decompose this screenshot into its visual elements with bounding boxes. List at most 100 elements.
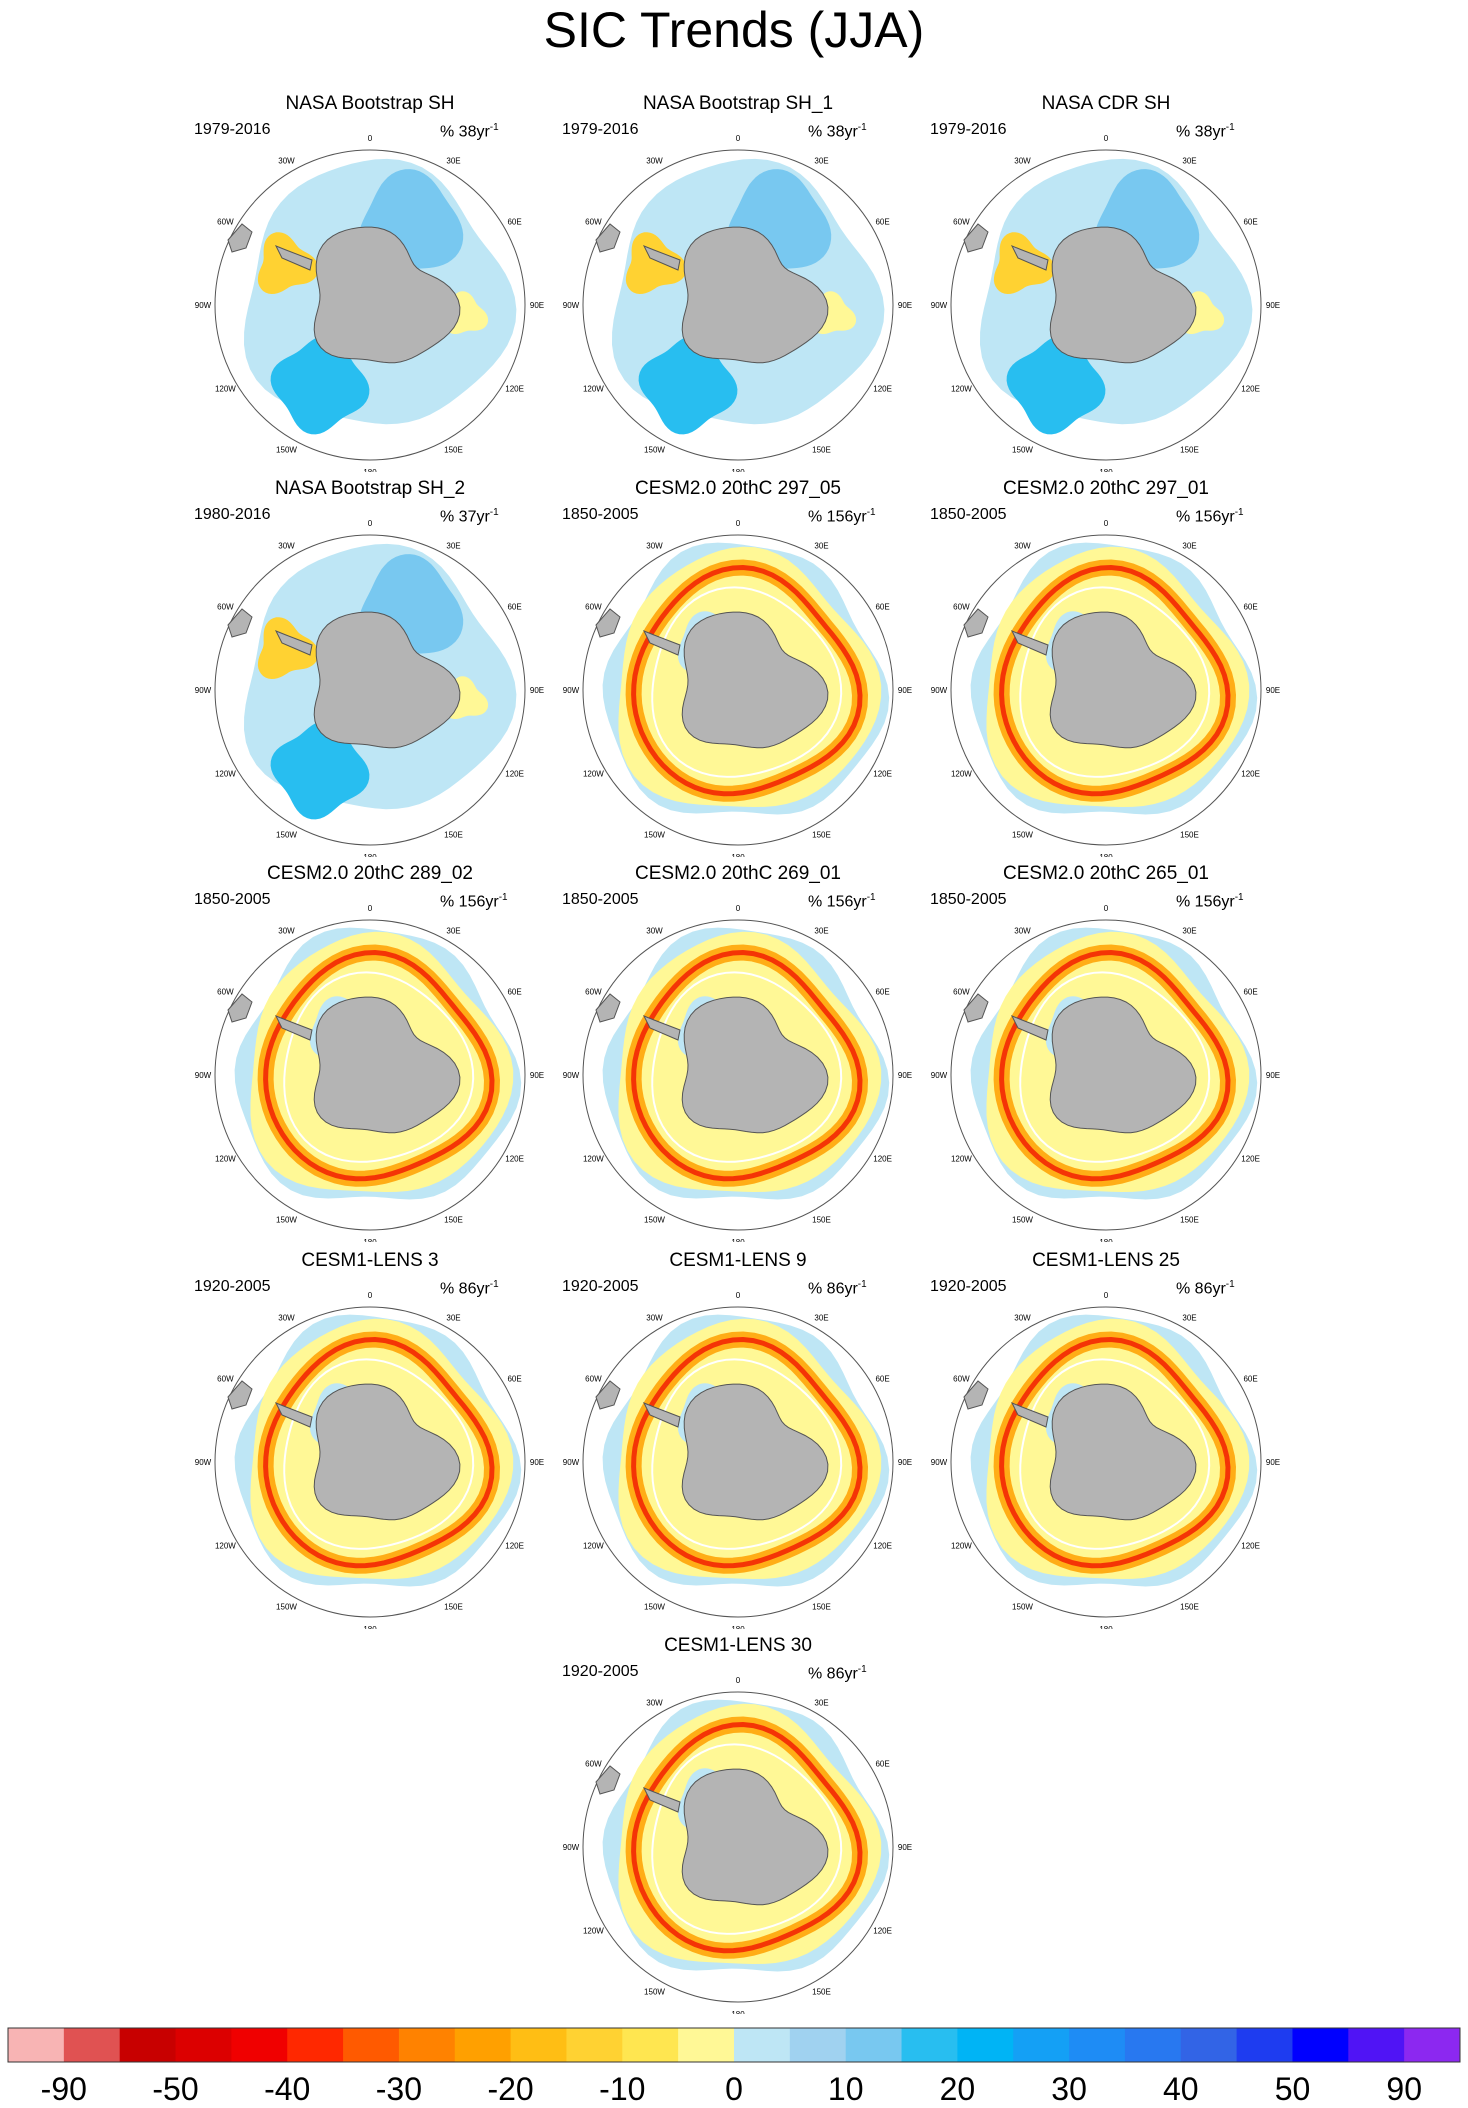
- antarctic-peninsula: [642, 630, 681, 656]
- panel-units-text: % 38yr: [808, 123, 858, 141]
- longitude-label: 30W: [278, 541, 295, 550]
- south-america-tip: [963, 1380, 989, 1410]
- polar-map: 0 30E 60E 90E 120E 150E 180 150W 120W 90W 60W 30W: [563, 1676, 912, 2014]
- longitude-label: 150W: [1012, 831, 1033, 840]
- longitude-label: 90E: [530, 1071, 544, 1080]
- colorbar-swatch: [1292, 2028, 1349, 2062]
- panel-units: % 38yr-1: [440, 118, 499, 142]
- longitude-label: 30W: [646, 1698, 663, 1707]
- antarctic-peninsula: [1010, 245, 1049, 271]
- longitude-label: 120E: [873, 385, 892, 394]
- longitude-label: 90E: [530, 301, 544, 310]
- longitude-label: 60W: [217, 218, 234, 227]
- panel-title: NASA CDR SH: [1041, 93, 1171, 114]
- longitude-label: 150W: [1012, 446, 1033, 455]
- longitude-label: 60E: [507, 1375, 521, 1384]
- longitude-label: 90W: [931, 301, 948, 310]
- longitude-label: 90W: [931, 686, 948, 695]
- panel-period: 1979-2016: [562, 121, 639, 138]
- panel-units-exponent: -1: [1234, 892, 1244, 903]
- colorbar-swatch: [789, 2028, 847, 2062]
- longitude-label: 120W: [951, 1542, 972, 1551]
- panel-units: % 86yr-1: [1176, 1275, 1235, 1299]
- map-panel: 0 30E 60E 90E 120E 150E 180 150W 120W 90W 60W 30W NA…: [190, 92, 550, 472]
- colorbar-tick-label: -20: [487, 2071, 533, 2107]
- longitude-label: 0: [1104, 1291, 1109, 1300]
- longitude-label: 30E: [814, 541, 828, 550]
- panel-units: % 156yr-1: [1176, 888, 1244, 912]
- south-america-tip: [595, 223, 621, 253]
- longitude-label: 30E: [1182, 1313, 1196, 1322]
- longitude-label: 60E: [875, 603, 889, 612]
- sic-trend-ring-strong: [263, 1336, 495, 1569]
- polar-map: 0 30E 60E 90E 120E 150E 180 150W 120W 90W 60W 30W: [563, 519, 912, 857]
- longitude-label: 150W: [276, 1216, 297, 1225]
- longitude-label: 30W: [646, 156, 663, 165]
- colorbar-tick-label: 40: [1163, 2071, 1199, 2107]
- colorbar-swatch: [678, 2028, 735, 2062]
- longitude-label: 0: [368, 134, 373, 143]
- panel-units: % 86yr-1: [440, 1275, 499, 1299]
- antarctica-landmass: [313, 996, 461, 1134]
- longitude-label: 120E: [1241, 770, 1260, 779]
- longitude-label: 30E: [446, 1313, 460, 1322]
- longitude-label: 0: [1104, 519, 1109, 528]
- antarctica-landmass: [681, 611, 829, 749]
- panel-period: 1920-2005: [562, 1663, 639, 1680]
- longitude-label: 150E: [1180, 1216, 1199, 1225]
- longitude-label: 120W: [583, 1542, 604, 1551]
- panel-title: NASA Bootstrap SH: [285, 93, 455, 114]
- panel-period: 1920-2005: [194, 1278, 271, 1295]
- longitude-label: 120E: [1241, 385, 1260, 394]
- longitude-label: 30E: [446, 926, 460, 935]
- colorbar-tick-label: 30: [1051, 2071, 1087, 2107]
- longitude-label: 180: [1099, 1238, 1113, 1242]
- polar-map: 0 30E 60E 90E 120E 150E 180 150W 120W 90W 60W 30W: [195, 1291, 544, 1629]
- panel-title: CESM1-LENS 30: [664, 1635, 812, 1656]
- colorbar-swatch: [8, 2028, 65, 2062]
- panel-units-text: % 38yr: [440, 123, 490, 141]
- longitude-label: 120E: [505, 385, 524, 394]
- antarctica-landmass: [681, 1768, 829, 1906]
- longitude-label: 150W: [276, 446, 297, 455]
- panel-units: % 156yr-1: [1176, 503, 1244, 527]
- panel-units: % 156yr-1: [808, 888, 876, 912]
- longitude-label: 90W: [195, 1458, 212, 1467]
- longitude-label: 150E: [444, 1603, 463, 1612]
- panel-period: 1850-2005: [562, 506, 639, 523]
- longitude-label: 120W: [583, 1155, 604, 1164]
- longitude-label: 90W: [563, 1071, 580, 1080]
- longitude-label: 90W: [931, 1071, 948, 1080]
- antarctica-landmass: [681, 226, 829, 364]
- longitude-label: 60E: [507, 988, 521, 997]
- longitude-label: 120W: [951, 770, 972, 779]
- longitude-label: 120E: [505, 1542, 524, 1551]
- longitude-label: 0: [736, 1291, 741, 1300]
- antarctica-landmass: [1049, 996, 1197, 1134]
- panel-units-text: % 156yr: [1176, 508, 1235, 526]
- panel-period: 1850-2005: [930, 891, 1007, 908]
- longitude-label: 60W: [953, 1375, 970, 1384]
- longitude-label: 60W: [953, 603, 970, 612]
- panel-units: % 156yr-1: [808, 503, 876, 527]
- longitude-label: 0: [368, 904, 373, 913]
- colorbar-swatch: [566, 2028, 623, 2062]
- map-panel: 0 30E 60E 90E 120E 150E 180 150W 120W 90W 60W 30W CE…: [190, 862, 550, 1242]
- longitude-label: 120W: [215, 770, 236, 779]
- longitude-label: 90E: [898, 686, 912, 695]
- colorbar-tick-label: 50: [1275, 2071, 1311, 2107]
- longitude-label: 120E: [505, 770, 524, 779]
- colorbar-swatch: [1013, 2028, 1070, 2062]
- colorbar-swatch: [1348, 2028, 1405, 2062]
- antarctic-peninsula: [1010, 1015, 1049, 1041]
- panel-units-exponent: -1: [857, 1279, 867, 1290]
- antarctica-landmass: [313, 226, 461, 364]
- longitude-label: 120E: [505, 1155, 524, 1164]
- longitude-label: 60W: [217, 988, 234, 997]
- panel-units-text: % 156yr: [808, 508, 867, 526]
- sic-trend-positive-bellingshausen: [257, 617, 319, 679]
- longitude-label: 30E: [814, 156, 828, 165]
- antarctic-peninsula: [274, 1402, 313, 1428]
- panel-period: 1979-2016: [930, 121, 1007, 138]
- antarctic-peninsula: [1010, 630, 1049, 656]
